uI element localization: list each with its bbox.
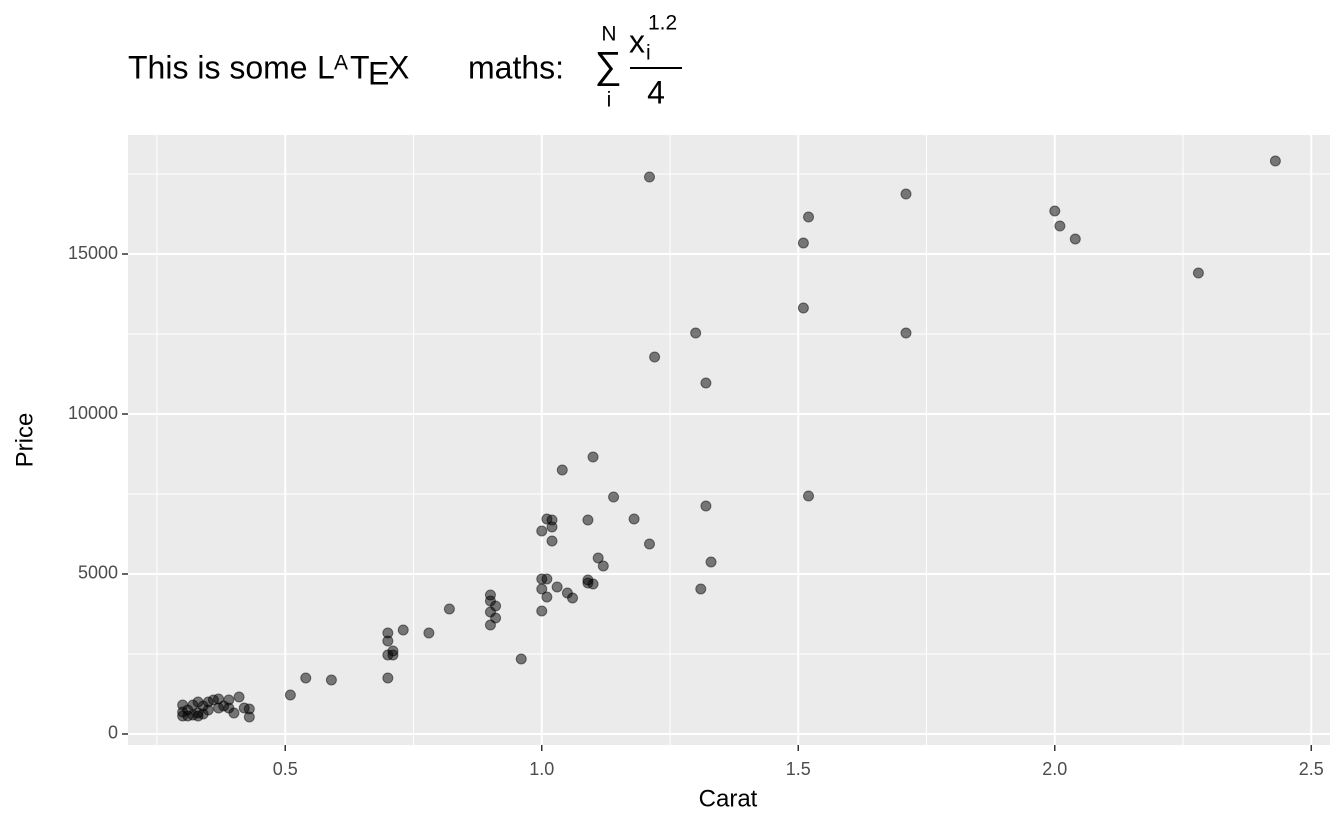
point (536, 525, 548, 537)
point (700, 377, 712, 389)
point (587, 578, 599, 590)
x-tick-label: 0.5 (273, 759, 298, 779)
point (233, 691, 245, 703)
point (443, 603, 455, 615)
point (243, 711, 255, 723)
point (423, 627, 435, 639)
point (690, 327, 702, 339)
point (546, 521, 558, 533)
point (582, 514, 594, 526)
x-axis-title: Carat (699, 785, 758, 812)
point (1069, 233, 1081, 245)
point (797, 237, 809, 249)
title-numerator: x (629, 23, 645, 59)
point (536, 605, 548, 617)
point (649, 351, 661, 363)
x-tick-label: 1.0 (529, 759, 554, 779)
title-logo: L (317, 49, 335, 85)
title-subscript: i (646, 42, 651, 65)
point (228, 707, 240, 719)
title-logo: T (350, 49, 370, 85)
title-denominator: 4 (647, 74, 665, 110)
y-tick-label: 10000 (68, 403, 118, 423)
point (541, 591, 553, 603)
y-tick-label: 5000 (78, 563, 118, 583)
point (192, 710, 204, 722)
point (207, 694, 219, 706)
title-exponent: 1.2 (648, 12, 677, 35)
point (900, 188, 912, 200)
point (592, 552, 604, 564)
point (177, 710, 189, 722)
point (700, 500, 712, 512)
x-tick-label: 2.0 (1042, 759, 1067, 779)
chart-title: This is some (128, 49, 308, 85)
point (803, 490, 815, 502)
point (567, 592, 579, 604)
point (387, 649, 399, 661)
y-tick-label: 15000 (68, 243, 118, 263)
point (397, 624, 409, 636)
point (1049, 205, 1061, 217)
point (213, 702, 225, 714)
point (284, 689, 296, 701)
y-axis-title: Price (11, 413, 38, 468)
point (325, 674, 337, 686)
point (803, 211, 815, 223)
point (643, 171, 655, 183)
point (551, 581, 563, 593)
point (484, 619, 496, 631)
x-tick-label: 2.5 (1299, 759, 1324, 779)
point (536, 583, 548, 595)
point (900, 327, 912, 339)
point (643, 538, 655, 550)
title-after: maths: (468, 49, 564, 85)
title-sum-lower: i (607, 89, 612, 112)
point (546, 535, 558, 547)
point (1054, 220, 1066, 232)
y-tick-label: 0 (108, 723, 118, 743)
point (608, 491, 620, 503)
point (382, 672, 394, 684)
point (695, 583, 707, 595)
point (541, 573, 553, 585)
panel (128, 135, 1330, 745)
title-sum: ∑ (594, 45, 621, 87)
point (587, 451, 599, 463)
point (382, 635, 394, 647)
title-sum-upper: N (601, 23, 616, 46)
point (597, 560, 609, 572)
x-tick-label: 1.5 (786, 759, 811, 779)
point (705, 556, 717, 568)
point (1269, 155, 1281, 167)
point (556, 464, 568, 476)
point (515, 653, 527, 665)
point (300, 672, 312, 684)
point (797, 302, 809, 314)
point (628, 513, 640, 525)
point (1192, 267, 1204, 279)
title-logo: X (388, 49, 409, 85)
title-logo: E (368, 55, 389, 91)
title-logo: A (334, 52, 348, 75)
